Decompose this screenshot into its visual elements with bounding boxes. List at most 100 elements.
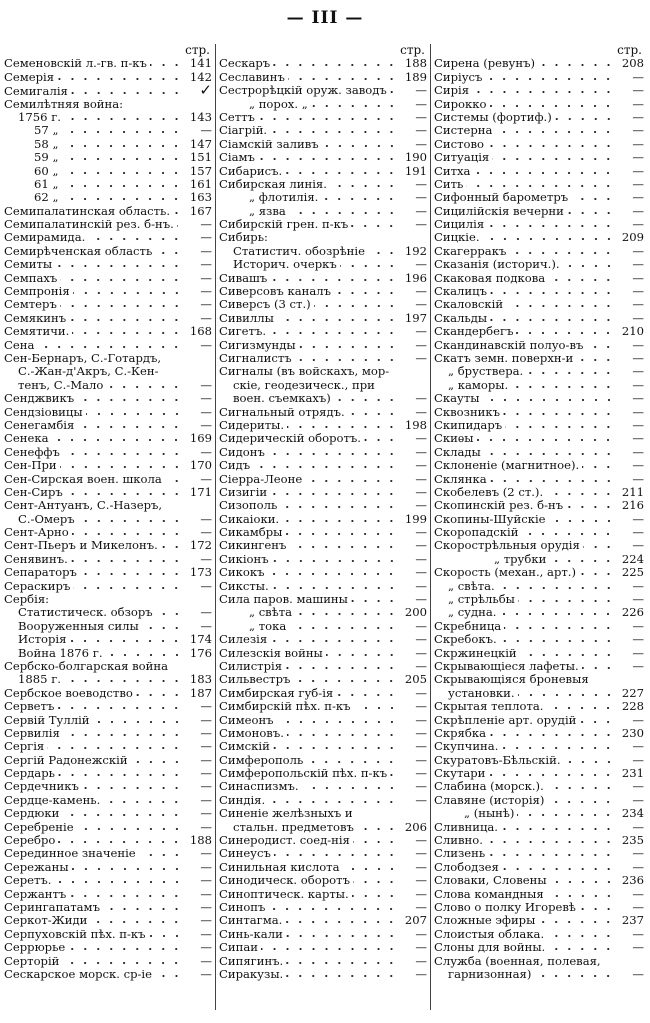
dot-leader	[581, 659, 615, 670]
entry-page: —	[632, 592, 644, 607]
dot-leader	[482, 231, 615, 242]
dot-leader	[270, 124, 398, 135]
entry-page: 161	[189, 176, 212, 191]
entry-page: —	[200, 953, 212, 968]
index-entry: Скопины-Шуйскіе —	[434, 512, 644, 526]
entry-title: Скагерракъ	[434, 243, 507, 258]
entry-title: Сивашъ	[219, 270, 268, 285]
entry-title: „ свѣта.	[448, 578, 495, 593]
dot-leader	[65, 485, 183, 496]
entry-page: —	[200, 391, 212, 406]
dot-leader	[37, 338, 183, 349]
index-entry: Сипаи —	[219, 940, 427, 954]
index-entry: Сиракузы. —	[219, 967, 427, 981]
dot-leader	[350, 593, 398, 604]
dot-leader	[54, 874, 183, 885]
dot-leader	[499, 633, 615, 644]
dot-leader	[77, 512, 183, 523]
entry-page: —	[200, 766, 212, 781]
index-entry: Статистическ. обзоръ —	[4, 605, 212, 620]
index-entry: Сквозникъ —	[434, 405, 644, 419]
dot-leader	[257, 110, 398, 121]
entry-page: —	[415, 725, 427, 740]
entry-page: —	[415, 565, 427, 580]
entry-title: Сена	[4, 337, 35, 352]
entry-page: 176	[189, 645, 212, 660]
entry-title: Сипягинъ.	[219, 953, 284, 968]
entry-title: Сить	[434, 176, 464, 191]
index-entry: Семпахъ —	[4, 271, 212, 285]
entry-page: —	[632, 645, 644, 660]
dot-leader	[257, 151, 398, 162]
entry-page: —	[632, 966, 644, 981]
entry-title: Семерія	[4, 69, 55, 84]
entry-title: „ стрѣльбы	[448, 592, 515, 607]
index-entry: Склоненіе (магнитное). —	[434, 458, 644, 472]
entry-title: Сицилійскія вечерни	[434, 203, 564, 218]
index-entry: Сергій Радонежскій —	[4, 753, 212, 767]
entry-title: Сибирскій грен. п-къ	[219, 217, 349, 232]
index-entry: Скаковая подкова —	[434, 271, 644, 285]
index-entry: скіе, геодезическ., при	[219, 378, 427, 392]
entry-page: 199	[404, 511, 427, 526]
entry-page: 188	[189, 833, 212, 848]
entry-page: —	[415, 592, 427, 607]
entry-title: Сердарь	[4, 766, 55, 781]
entry-title: Синеродист. соед-нія	[219, 833, 350, 848]
entry-title: Симоновъ.	[219, 725, 284, 740]
entry-title: Сивиллы	[219, 310, 274, 325]
dot-leader	[270, 633, 398, 644]
entry-page: —	[200, 792, 212, 807]
dot-leader	[579, 713, 615, 724]
dot-leader	[295, 606, 398, 617]
index-entry: Сигетъ. —	[219, 324, 427, 338]
dot-leader	[352, 834, 398, 845]
entry-title: Скрытая теплота.	[434, 699, 544, 714]
dot-leader	[521, 526, 615, 537]
dot-leader	[333, 392, 398, 403]
entry-title: Сибирь:	[219, 230, 268, 245]
entry-title: Сербско-болгарская война	[4, 658, 169, 673]
entry-page: 168	[189, 324, 212, 339]
index-entry: Сиріусъ —	[434, 70, 644, 84]
entry-title: „ судна.	[448, 605, 497, 620]
index-entry: „ трубки 224	[434, 552, 644, 566]
dot-leader	[47, 740, 183, 751]
dot-leader	[298, 338, 398, 349]
dot-leader	[501, 860, 615, 871]
entry-title: Сикаіоки.	[219, 511, 280, 526]
entry-page: —	[632, 792, 644, 807]
entry-title: Скрѣпленіе арт. орудій	[434, 712, 577, 727]
index-entry: Сеславинъ 189	[219, 70, 427, 84]
entry-title: Сіамскій заливъ	[219, 136, 319, 151]
index-entry: Сила паров. машины —	[219, 592, 427, 607]
entry-title: Слова командныя	[434, 886, 544, 901]
entry-title: 1756 г.	[18, 109, 61, 124]
entry-page: 147	[189, 136, 212, 151]
entry-page: —	[415, 538, 427, 553]
entry-title: Сіамъ	[219, 150, 255, 165]
index-entry: Сенека 169	[4, 431, 212, 446]
entry-page: —	[200, 966, 212, 981]
entry-title: Вооруженныя силы	[18, 618, 139, 633]
entry-page: —	[632, 444, 644, 459]
index-entry: Семеновскій л.-гв. п-къ 141	[4, 56, 212, 70]
dot-leader	[79, 566, 183, 577]
index-entry: Скалицъ —	[434, 284, 644, 298]
dot-leader	[506, 298, 615, 309]
index-entry: Слово о полку Игоревѣ —	[434, 900, 644, 914]
entry-title: Сенека	[4, 431, 49, 446]
entry-page: —	[200, 605, 212, 620]
index-entry: Сирокко —	[434, 97, 644, 111]
dot-leader	[286, 967, 398, 978]
dot-leader	[548, 941, 615, 952]
index-entry: Слабина (морск.). —	[434, 780, 644, 794]
entry-title: Семиты	[4, 257, 53, 272]
entry-page: —	[632, 618, 644, 633]
index-entry: Сенджвикъ —	[4, 391, 212, 406]
index-entry: Ситха —	[434, 164, 644, 178]
index-entry: Сент-Арно —	[4, 525, 212, 539]
entry-title: Серрюрье	[4, 940, 66, 955]
entry-title: „ флотилія.	[249, 190, 319, 205]
entry-page: 235	[621, 833, 644, 848]
